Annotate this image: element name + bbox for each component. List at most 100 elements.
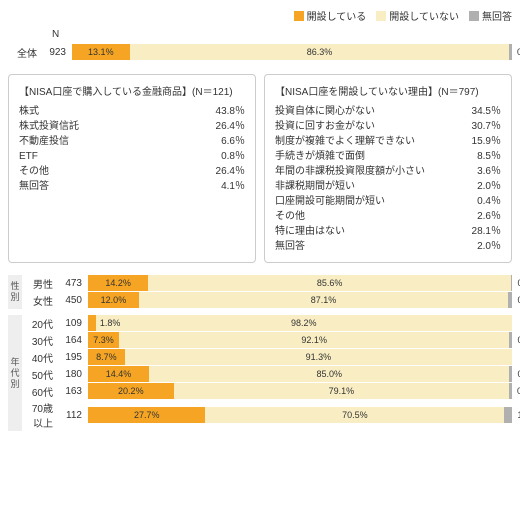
segment-label: 7.3% [93,335,114,345]
bar-segment: 13.1% [72,44,130,60]
callout-val: 2.0％ [477,239,501,254]
callouts: 【NISA口座で購入している金融商品】(N＝121)株式43.8％株式投資信託2… [8,74,512,263]
bar: 20.2%79.1%0.6% [88,383,512,399]
bar-segment: 8.7% [88,349,125,365]
overall-row: 全体92313.1%86.3%0.5% [8,44,512,60]
bar-segment: 85.6% [148,275,511,291]
group: 年代別20代1091.8%98.2%30代1647.3%92.1%0.6%40代… [8,315,512,431]
callout-line: 非課税期間が短い 2.0％ [275,179,501,194]
callout-line: その他 26.4％ [19,164,245,179]
bar: 1.8% 98.2% [88,315,512,331]
callout-val: 8.5％ [477,149,501,164]
bar-wrap: 20.2%79.1%0.6% [88,383,512,399]
row-n: 473 [58,278,88,289]
row-n: 195 [58,352,88,363]
callout-val: 0.8％ [221,149,245,164]
callout-val: 43.8％ [216,104,245,119]
n-header: N [52,29,512,40]
callout-val: 6.6％ [221,134,245,149]
callout-line: 投資自体に関心がない34.5％ [275,104,501,119]
callout-key: その他 [19,164,49,179]
bar: 8.7% 91.3% [88,349,512,365]
bar-segment: 1.8% [88,315,96,331]
row-n: 163 [58,386,88,397]
bar-wrap: 7.3% 92.1% 0.6% [88,332,512,348]
bar-segment: 85.0% [149,366,509,382]
bar-segment: 0.6% [509,383,512,399]
row-label: 全体 [8,45,42,60]
row-n: 164 [58,335,88,346]
legend-label: 開設している [307,8,367,23]
callout-val: 4.1％ [221,179,245,194]
bar-segment: 0.5% [509,44,511,60]
segment-label: 12.0% [101,295,127,305]
segment-label: 85.0% [316,369,342,379]
bar-wrap: 13.1%86.3%0.5% [72,44,512,60]
callout-line: 年間の非課税投資限度額が小さい3.6％ [275,164,501,179]
callout-val: 2.0％ [477,179,501,194]
bar-segment: 0.2% [511,275,512,291]
bar-segment: 27.7% [88,407,205,423]
bar-wrap: 14.4%85.0%0.6% [88,366,512,382]
legend: 開設している 開設していない 無回答 [8,8,512,23]
segment-label: 79.1% [329,386,355,396]
callout-line: 手続きが煩雑で面倒 8.5％ [275,149,501,164]
callout-key: 不動産投信 [19,134,69,149]
legend-item: 無回答 [469,8,512,23]
callout-key: その他 [275,209,305,224]
row-label: 50代 [24,367,58,382]
callout-line: ETF0.8％ [19,149,245,164]
segment-label: 98.2% [291,318,317,328]
row-n: 180 [58,369,88,380]
bar-wrap: 12.0%87.1%0.9% [88,292,512,308]
legend-swatch [469,11,479,21]
legend-item: 開設していない [376,8,459,23]
legend-swatch [376,11,386,21]
callout-val: 34.5％ [472,104,501,119]
callout-val: 26.4％ [216,119,245,134]
callout-val: 3.6％ [477,164,501,179]
bar-segment: 98.2% [96,315,512,331]
bar-segment: 0.6% [509,332,512,348]
bar: 14.4%85.0%0.6% [88,366,512,382]
data-row: 女性45012.0%87.1%0.9% [24,292,512,308]
bar-wrap: 8.7% 91.3% [88,349,512,365]
callout-key: 非課税期間が短い [275,179,355,194]
bar-wrap: 27.7%70.5%1.8% [88,407,512,423]
data-row: 20代1091.8%98.2% [24,315,512,331]
row-n: 109 [58,318,88,329]
group-rows: 男性47314.2%85.6%0.2%女性45012.0%87.1%0.9% [24,275,512,309]
segment-label: 14.4% [106,369,132,379]
row-n: 112 [58,410,88,421]
segment-label: 8.7% [96,352,117,362]
bar: 12.0%87.1%0.9% [88,292,512,308]
callout-key: 手続きが煩雑で面倒 [275,149,365,164]
bar: 7.3% 92.1% 0.6% [88,332,512,348]
callout-key: 口座開設可能期間が短い [275,194,385,209]
callout-line: 制度が複雑でよく理解できない15.9％ [275,134,501,149]
group-label: 年代別 [8,315,22,431]
segment-label: 13.1% [88,47,114,57]
group: 性別男性47314.2%85.6%0.2%女性45012.0%87.1%0.9% [8,275,512,309]
callout-val: 15.9％ [472,134,501,149]
bar-segment: 87.1% [139,292,508,308]
data-row: 男性47314.2%85.6%0.2% [24,275,512,291]
row-label: 女性 [24,293,58,308]
bar-segment: 14.2% [88,275,148,291]
callout-val: 30.7％ [472,119,501,134]
legend-label: 開設していない [389,8,459,23]
callout-key: 投資に回すお金がない [275,119,375,134]
bar-segment: 91.3% [125,349,512,365]
callout-val: 26.4％ [216,164,245,179]
callout-line: その他2.6％ [275,209,501,224]
row-label: 30代 [24,333,58,348]
bar: 13.1%86.3%0.5% [72,44,512,60]
bar-segment: 1.8% [504,407,512,423]
bar-segment: 79.1% [174,383,509,399]
segment-label: 92.1% [301,335,327,345]
callout-line: 株式43.8％ [19,104,245,119]
callout-line: 口座開設可能期間が短い0.4％ [275,194,501,209]
data-row: 30代164 7.3% 92.1% 0.6% [24,332,512,348]
segment-label: 1.8% [100,318,121,328]
legend-label: 無回答 [482,8,512,23]
